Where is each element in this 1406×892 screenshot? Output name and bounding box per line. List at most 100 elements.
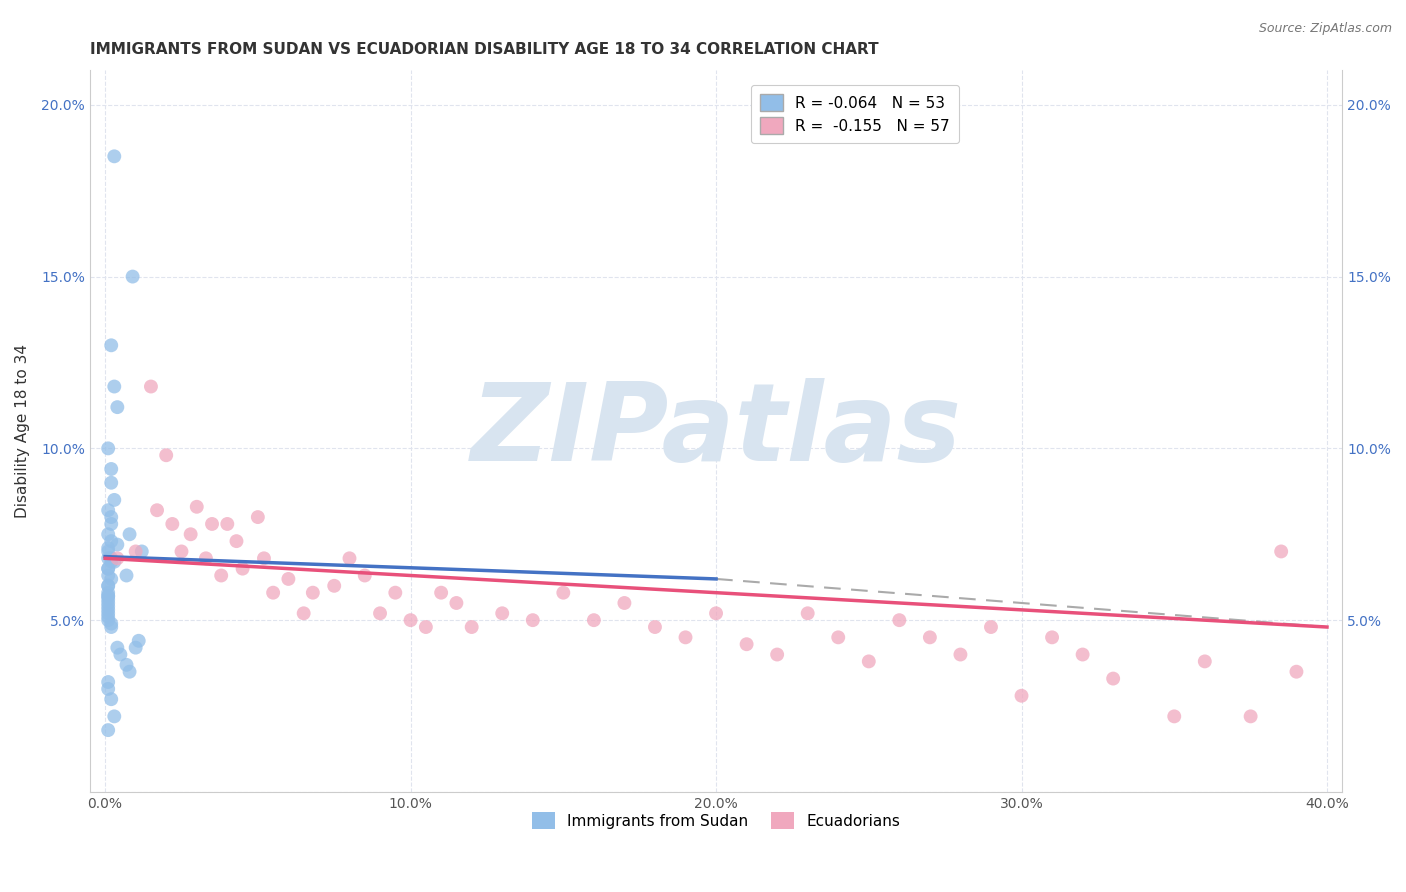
Point [100, 572, 122, 586]
Point [97, 675, 120, 690]
Point [103, 492, 125, 507]
Point [858, 654, 880, 668]
Point [97, 613, 120, 627]
Point [115, 568, 138, 582]
Point [97, 442, 120, 456]
Point [103, 149, 125, 163]
Point [430, 585, 453, 599]
Point [97, 596, 120, 610]
Point [105, 538, 128, 552]
Point [323, 579, 346, 593]
Point [225, 534, 247, 549]
Point [97, 681, 120, 696]
Point [339, 551, 361, 566]
Point [146, 503, 169, 517]
Point [292, 607, 315, 621]
Point [644, 620, 666, 634]
Point [1011, 689, 1033, 703]
Point [103, 709, 125, 723]
Point [100, 534, 122, 549]
Point [100, 551, 122, 566]
Point [100, 338, 122, 352]
Point [97, 592, 120, 607]
Point [97, 561, 120, 575]
Point [194, 551, 217, 566]
Point [128, 633, 150, 648]
Point [97, 599, 120, 614]
Point [103, 555, 125, 569]
Point [103, 379, 125, 393]
Point [97, 544, 120, 558]
Point [155, 448, 177, 462]
Point [460, 620, 482, 634]
Point [582, 613, 605, 627]
Point [124, 640, 146, 655]
Point [97, 589, 120, 603]
Point [100, 462, 122, 476]
Point [97, 609, 120, 624]
Point [1040, 631, 1063, 645]
Point [246, 510, 269, 524]
Point [889, 613, 911, 627]
Point [110, 648, 132, 662]
Point [918, 631, 941, 645]
Point [980, 620, 1002, 634]
Point [201, 516, 224, 531]
Point [97, 503, 120, 517]
Point [1285, 665, 1308, 679]
Point [131, 544, 153, 558]
Point [446, 596, 468, 610]
Point [1102, 672, 1125, 686]
Point [97, 527, 120, 541]
Point [118, 527, 141, 541]
Point [217, 516, 239, 531]
Point [180, 527, 202, 541]
Point [553, 585, 575, 599]
Point [415, 620, 437, 634]
Point [1194, 654, 1216, 668]
Point [1163, 709, 1185, 723]
Point [827, 631, 849, 645]
Point [1239, 709, 1261, 723]
Text: IMMIGRANTS FROM SUDAN VS ECUADORIAN DISABILITY AGE 18 TO 34 CORRELATION CHART: IMMIGRANTS FROM SUDAN VS ECUADORIAN DISA… [90, 42, 879, 57]
Point [115, 657, 138, 672]
Point [162, 516, 184, 531]
Point [100, 620, 122, 634]
Point [796, 607, 818, 621]
Point [302, 585, 325, 599]
Legend: Immigrants from Sudan, Ecuadorians: Immigrants from Sudan, Ecuadorians [526, 806, 907, 835]
Point [100, 510, 122, 524]
Text: ZIPatlas: ZIPatlas [471, 378, 962, 484]
Point [100, 475, 122, 490]
Point [949, 648, 972, 662]
Point [522, 613, 544, 627]
Text: Source: ZipAtlas.com: Source: ZipAtlas.com [1258, 22, 1392, 36]
Point [100, 692, 122, 706]
Point [209, 568, 232, 582]
Point [97, 607, 120, 621]
Point [105, 400, 128, 414]
Point [97, 579, 120, 593]
Point [253, 551, 276, 566]
Point [97, 589, 120, 603]
Point [384, 585, 406, 599]
Point [97, 603, 120, 617]
Point [704, 607, 727, 621]
Point [1071, 648, 1094, 662]
Point [105, 551, 128, 566]
Point [100, 555, 122, 569]
Point [97, 585, 120, 599]
Point [186, 500, 208, 514]
Point [232, 561, 254, 575]
Point [97, 551, 120, 566]
Point [97, 579, 120, 593]
Point [262, 585, 284, 599]
Point [124, 544, 146, 558]
Point [170, 544, 193, 558]
Point [105, 640, 128, 655]
Point [353, 568, 375, 582]
Point [121, 269, 143, 284]
Point [97, 723, 120, 738]
Point [100, 516, 122, 531]
Point [100, 616, 122, 631]
